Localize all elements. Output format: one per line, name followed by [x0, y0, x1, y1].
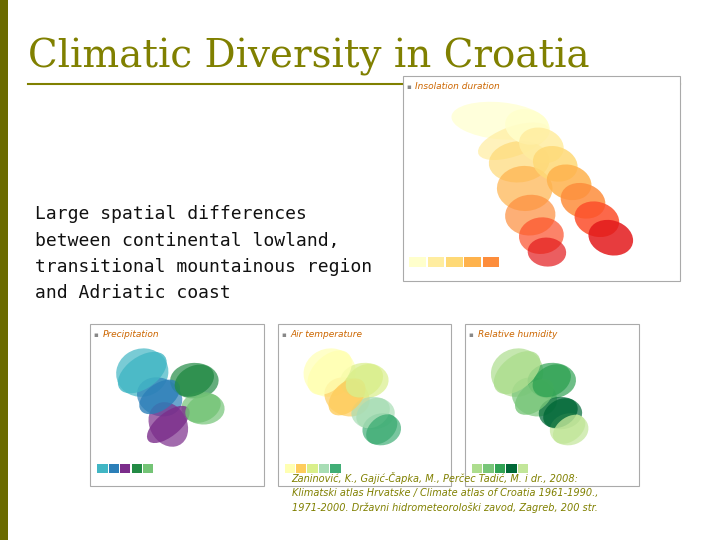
Text: Climatic Diversity in Croatia: Climatic Diversity in Croatia — [28, 38, 590, 76]
FancyBboxPatch shape — [428, 257, 444, 267]
FancyBboxPatch shape — [483, 257, 500, 267]
Ellipse shape — [533, 146, 577, 181]
FancyBboxPatch shape — [143, 464, 153, 472]
FancyBboxPatch shape — [518, 464, 528, 472]
Text: Relative humidity: Relative humidity — [477, 330, 557, 340]
Ellipse shape — [491, 348, 543, 397]
Ellipse shape — [304, 348, 356, 397]
FancyBboxPatch shape — [90, 324, 264, 486]
Text: ▪: ▪ — [281, 332, 286, 338]
FancyBboxPatch shape — [506, 464, 517, 472]
Ellipse shape — [185, 394, 221, 423]
Text: Precipitation: Precipitation — [103, 330, 159, 340]
Ellipse shape — [346, 364, 383, 397]
Ellipse shape — [515, 379, 554, 415]
Ellipse shape — [351, 397, 395, 429]
Ellipse shape — [362, 413, 401, 446]
Text: ▪: ▪ — [406, 84, 411, 90]
Ellipse shape — [451, 102, 548, 140]
FancyBboxPatch shape — [446, 257, 463, 267]
Ellipse shape — [148, 402, 188, 447]
Ellipse shape — [519, 217, 564, 254]
Ellipse shape — [494, 351, 541, 394]
Text: ▪: ▪ — [469, 332, 473, 338]
FancyBboxPatch shape — [109, 464, 119, 472]
Ellipse shape — [550, 413, 588, 446]
Text: Zaninović, K., Gajić-Čapka, M., Perčec Tadić, M. i dr., 2008:
Klimatski atlas Hr: Zaninović, K., Gajić-Čapka, M., Perčec T… — [292, 472, 598, 513]
Ellipse shape — [328, 379, 366, 415]
Ellipse shape — [528, 363, 576, 399]
FancyBboxPatch shape — [319, 464, 329, 472]
FancyBboxPatch shape — [472, 464, 482, 472]
Ellipse shape — [519, 127, 564, 163]
Ellipse shape — [543, 398, 577, 428]
Ellipse shape — [170, 363, 219, 399]
Ellipse shape — [505, 109, 550, 145]
FancyBboxPatch shape — [402, 76, 680, 281]
Ellipse shape — [505, 195, 555, 235]
FancyBboxPatch shape — [296, 464, 307, 472]
Ellipse shape — [181, 392, 225, 424]
Ellipse shape — [325, 377, 369, 416]
Ellipse shape — [366, 414, 397, 444]
Ellipse shape — [137, 377, 182, 416]
Ellipse shape — [533, 364, 571, 397]
FancyBboxPatch shape — [464, 257, 481, 267]
FancyBboxPatch shape — [97, 464, 107, 472]
Text: Insolation duration: Insolation duration — [415, 82, 500, 91]
Text: Large spatial differences
between continental lowland,
transitional mountainous : Large spatial differences between contin… — [35, 205, 372, 302]
FancyBboxPatch shape — [307, 464, 318, 472]
FancyBboxPatch shape — [483, 464, 494, 472]
Ellipse shape — [118, 352, 167, 393]
FancyBboxPatch shape — [284, 464, 295, 472]
Text: ▪: ▪ — [94, 332, 99, 338]
Ellipse shape — [561, 183, 606, 219]
Ellipse shape — [539, 397, 582, 429]
Ellipse shape — [575, 201, 619, 237]
FancyBboxPatch shape — [410, 257, 426, 267]
Ellipse shape — [546, 165, 591, 200]
Ellipse shape — [553, 415, 585, 444]
Ellipse shape — [139, 380, 180, 414]
Ellipse shape — [147, 406, 189, 443]
Ellipse shape — [175, 364, 214, 397]
Ellipse shape — [588, 220, 633, 255]
FancyBboxPatch shape — [495, 464, 505, 472]
Ellipse shape — [356, 398, 390, 428]
FancyBboxPatch shape — [330, 464, 341, 472]
Ellipse shape — [528, 238, 566, 267]
Ellipse shape — [307, 350, 352, 395]
Ellipse shape — [497, 166, 552, 211]
Ellipse shape — [489, 141, 549, 183]
FancyBboxPatch shape — [465, 324, 639, 486]
Text: Air temperature: Air temperature — [290, 330, 362, 340]
Ellipse shape — [116, 348, 168, 397]
FancyBboxPatch shape — [0, 0, 9, 540]
FancyBboxPatch shape — [132, 464, 142, 472]
Ellipse shape — [478, 123, 549, 160]
FancyBboxPatch shape — [278, 324, 451, 486]
Ellipse shape — [512, 377, 557, 416]
FancyBboxPatch shape — [120, 464, 130, 472]
Ellipse shape — [340, 363, 389, 399]
